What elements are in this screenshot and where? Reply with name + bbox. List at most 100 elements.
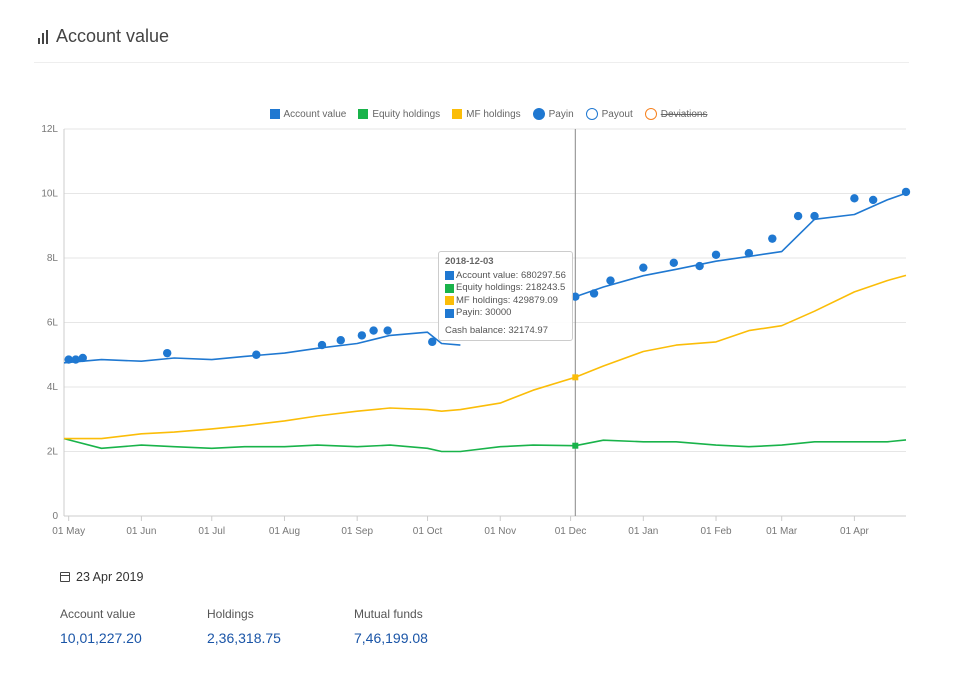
payin-point xyxy=(369,326,378,335)
legend-label: Account value xyxy=(283,108,347,120)
tooltip-swatch xyxy=(445,296,454,306)
stat-label: Mutual funds xyxy=(354,607,423,621)
x-tick-label: 01 May xyxy=(52,526,85,537)
stat-value: 7,46,199.08 xyxy=(354,630,428,646)
x-tick-label: 01 Mar xyxy=(766,526,798,537)
chart-legend: Account value Equity holdings MF holdings P… xyxy=(0,108,977,120)
payin-point xyxy=(850,194,859,203)
y-tick-label: 2L xyxy=(47,447,59,458)
legend-item-mf-holdings[interactable]: MF holdings xyxy=(452,108,521,120)
series-line-mf-holdings xyxy=(64,274,907,440)
tooltip-swatch xyxy=(445,271,454,281)
legend-label: Deviations xyxy=(660,108,708,120)
x-tick-label: 01 Oct xyxy=(413,526,443,537)
tooltip-swatch xyxy=(445,283,454,293)
tooltip-cash-balance: Cash balance: 32174.97 xyxy=(445,324,548,336)
payin-point xyxy=(571,292,580,301)
x-tick-label: 01 Jan xyxy=(628,526,658,537)
legend-item-deviations[interactable]: Deviations xyxy=(644,108,708,120)
y-tick-label: 10L xyxy=(41,189,58,200)
crosshair-marker xyxy=(572,442,579,449)
payin-point xyxy=(64,355,73,364)
tooltip-row-text: Account value: 680297.56 xyxy=(456,269,566,281)
legend-swatch xyxy=(532,108,545,120)
payin-point xyxy=(768,234,777,243)
stat-value: 10,01,227.20 xyxy=(60,630,142,646)
legend-swatch xyxy=(358,109,369,119)
legend-swatch xyxy=(585,108,598,120)
payin-point xyxy=(78,353,87,363)
tooltip-row-text: MF holdings: 429879.09 xyxy=(456,294,558,306)
payin-point xyxy=(711,250,721,259)
legend-item-payout[interactable]: Payout xyxy=(585,108,633,120)
payin-point xyxy=(357,331,367,340)
x-tick-label: 01 Dec xyxy=(555,526,587,537)
x-tick-label: 01 Feb xyxy=(700,526,732,537)
tooltip-row: MF holdings: 429879.09 xyxy=(445,295,566,308)
page-title: Account value xyxy=(56,26,170,46)
series-line-equity-holdings xyxy=(63,437,907,453)
payin-point xyxy=(793,211,803,221)
payin-point xyxy=(744,248,754,258)
payin-point xyxy=(317,340,327,350)
payin-point xyxy=(252,350,261,359)
stat-account-value: Account value 10,01,227.20 xyxy=(60,607,207,646)
payin-point xyxy=(606,276,615,285)
tooltip-row: Payin: 30000 xyxy=(445,307,566,320)
calendar-icon xyxy=(60,572,70,582)
payin-point xyxy=(695,261,704,271)
payin-point xyxy=(589,289,599,298)
legend-swatch xyxy=(269,109,280,119)
y-tick-label: 0 xyxy=(52,511,58,522)
summary-date-text: 23 Apr 2019 xyxy=(76,570,144,584)
legend-swatch xyxy=(644,108,657,120)
y-tick-label: 6L xyxy=(47,318,59,329)
x-tick-label: 01 Nov xyxy=(484,526,516,537)
legend-label: Equity holdings xyxy=(372,108,441,120)
legend-item-account-value[interactable]: Account value xyxy=(269,108,347,120)
stat-value: 2,36,318.75 xyxy=(207,630,281,646)
stat-label: Account value xyxy=(60,607,136,621)
payin-point xyxy=(901,187,911,197)
tooltip-row: Account value: 680297.56 xyxy=(445,270,566,283)
crosshair-marker xyxy=(572,374,579,381)
payin-point xyxy=(810,211,819,221)
payin-point xyxy=(639,263,648,272)
tooltip-row-text: Equity holdings: 218243.5 xyxy=(456,282,566,293)
payin-point xyxy=(71,355,80,364)
summary-stats: Account value 10,01,227.20 Holdings 2,36… xyxy=(60,607,501,646)
legend-swatch xyxy=(452,109,463,119)
tooltip-swatch xyxy=(445,308,454,318)
payin-point xyxy=(336,336,345,345)
x-tick-label: 01 Sep xyxy=(341,526,373,537)
tooltip-row-text: Payin: 30000 xyxy=(456,307,512,318)
payin-point xyxy=(162,348,172,358)
bar-chart-icon xyxy=(38,29,48,44)
payin-point xyxy=(383,326,392,335)
x-tick-label: 01 Jun xyxy=(126,526,156,537)
legend-item-equity-holdings[interactable]: Equity holdings xyxy=(358,108,440,120)
header-divider xyxy=(34,62,909,63)
x-tick-label: 01 Jul xyxy=(198,526,225,537)
y-tick-label: 12L xyxy=(41,124,58,135)
payin-point xyxy=(669,258,679,268)
legend-label: Payin xyxy=(548,108,574,120)
stat-holdings: Holdings 2,36,318.75 xyxy=(207,607,354,646)
payin-point xyxy=(428,337,437,347)
y-tick-label: 4L xyxy=(47,382,59,393)
chart-header: Account value xyxy=(38,26,169,47)
summary-date: 23 Apr 2019 xyxy=(60,570,143,584)
chart-tooltip: 2018-12-03 Account value: 680297.56 Equit… xyxy=(438,251,573,341)
tooltip-date: 2018-12-03 xyxy=(445,256,494,267)
stat-mutual-funds: Mutual funds 7,46,199.08 xyxy=(354,607,501,646)
stat-label: Holdings xyxy=(207,607,254,621)
legend-label: MF holdings xyxy=(466,108,521,120)
x-tick-label: 01 Aug xyxy=(269,526,300,537)
x-tick-label: 01 Apr xyxy=(840,526,870,537)
payin-point xyxy=(868,195,878,205)
legend-label: Payout xyxy=(601,108,633,120)
tooltip-row: Equity holdings: 218243.5 xyxy=(445,282,566,295)
legend-item-payin[interactable]: Payin xyxy=(532,108,574,120)
y-tick-label: 8L xyxy=(47,253,59,264)
